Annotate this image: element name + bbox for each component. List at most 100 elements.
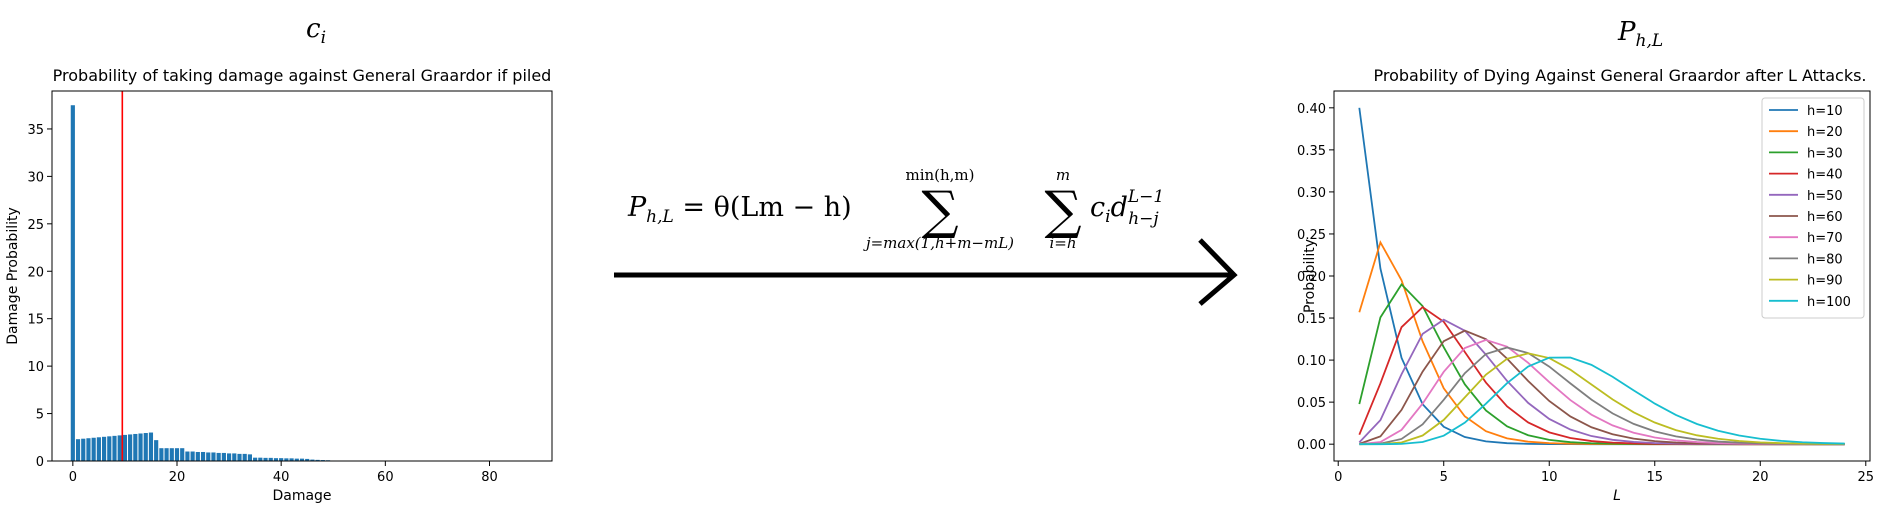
legend-label: h=70 (1807, 231, 1843, 246)
y-tick-label: 0.15 (1297, 312, 1326, 327)
bar (91, 437, 96, 461)
bar (200, 451, 206, 461)
bar (273, 458, 279, 461)
y-tick-label: 5 (36, 408, 44, 423)
bar (159, 448, 164, 461)
y-tick-label: 30 (27, 170, 44, 185)
series-line-h-90 (1359, 352, 1845, 446)
bar (112, 435, 117, 461)
x-tick-label: 15 (1646, 470, 1663, 485)
right-header: Ph,L (1617, 17, 1663, 51)
bar (294, 458, 299, 461)
bar (232, 453, 237, 461)
sum2-lower: i=h (1049, 234, 1076, 252)
y-tick-label: 0.05 (1297, 396, 1326, 411)
bar (242, 453, 247, 461)
legend-label: h=80 (1807, 252, 1843, 267)
y-tick-label: 20 (27, 265, 44, 280)
bar (206, 452, 211, 461)
bar (299, 458, 305, 461)
line-series (1358, 107, 1845, 446)
bar (253, 457, 258, 461)
left-y-label: Damage Probability (5, 207, 21, 345)
right-y-axis: 0.00 0.05 0.10 0.15 0.20 0.25 0.30 0.35 0.40 (1297, 102, 1334, 453)
right-x-label: L (1613, 488, 1621, 504)
bar (169, 448, 174, 461)
bar (180, 448, 185, 461)
sum2-sigma: ∑ (1044, 181, 1081, 241)
y-tick-label: 15 (27, 313, 44, 328)
sum1-upper: min(h,m) (905, 166, 974, 184)
x-tick-label: 80 (481, 470, 498, 485)
left-x-axis: 0 20 40 60 80 (69, 461, 498, 485)
bar-series (70, 105, 331, 461)
series-line-h-80 (1359, 346, 1845, 446)
bar (310, 459, 315, 461)
left-header: ci (306, 14, 326, 48)
x-tick-label: 20 (169, 470, 186, 485)
bar (148, 432, 154, 461)
right-x-axis: 0 5 10 15 20 25 (1334, 461, 1874, 485)
bar (81, 438, 86, 461)
bar (143, 433, 148, 461)
bar (237, 453, 242, 461)
y-tick-label: 10 (27, 360, 44, 375)
legend-label: h=40 (1807, 168, 1843, 183)
y-tick-label: 0.25 (1297, 228, 1326, 243)
legend-label: h=10 (1807, 104, 1843, 119)
left-chart-title: Probability of taking damage against Gen… (53, 66, 552, 85)
bar (133, 433, 138, 461)
bar (247, 454, 252, 461)
bar (268, 457, 273, 461)
y-tick-label: 0.35 (1297, 144, 1326, 159)
y-tick-label: 0.40 (1297, 102, 1326, 117)
legend-label: h=60 (1807, 210, 1843, 225)
bar (315, 459, 320, 461)
bar (75, 439, 81, 461)
left-header-sub: i (321, 28, 326, 48)
y-tick-label: 35 (27, 123, 44, 138)
formula-lhs: Ph,L = θ(Lm − h) (627, 192, 852, 227)
bar (284, 458, 289, 461)
dying-probability-line-chart: Probability of Dying Against General Gra… (1297, 66, 1874, 504)
series-line-h-100 (1359, 356, 1845, 446)
bar (195, 451, 200, 461)
y-tick-label: 25 (27, 218, 44, 233)
legend-label: h=20 (1807, 125, 1843, 140)
legend-label: h=30 (1807, 146, 1843, 161)
formula: Ph,L = θ(Lm − h) min(h,m) ∑ j=max(1,h+m−… (627, 166, 1164, 252)
damage-bar-chart: Probability of taking damage against Gen… (5, 66, 553, 504)
bar (164, 448, 169, 461)
left-x-label: Damage (272, 488, 331, 504)
legend-label: h=50 (1807, 189, 1843, 204)
bar (258, 457, 263, 461)
bar (305, 458, 310, 461)
right-chart-title: Probability of Dying Against General Gra… (1373, 66, 1866, 85)
bar (190, 451, 195, 461)
bar (289, 458, 294, 461)
bar (138, 433, 143, 461)
series-line-h-50 (1358, 318, 1845, 446)
right-header-sub: h,L (1636, 31, 1664, 51)
bar (86, 438, 91, 461)
bar (96, 437, 101, 461)
y-tick-label: 0.10 (1297, 354, 1326, 369)
legend: h=10 h=20 h=30 h=40 h=50 h=60 h=70 h=80 h=90 h=10… (1761, 97, 1865, 319)
sum1-sigma: ∑ (921, 181, 958, 241)
x-tick-label: 40 (273, 470, 290, 485)
x-tick-label: 60 (377, 470, 394, 485)
x-tick-label: 10 (1541, 470, 1558, 485)
bar (128, 434, 133, 461)
y-tick-label: 0.30 (1297, 186, 1326, 201)
bar (122, 434, 127, 461)
bar (211, 452, 216, 461)
right-y-label: Probability (1302, 239, 1318, 313)
bar (185, 451, 190, 461)
x-tick-label: 5 (1440, 470, 1448, 485)
left-y-axis: 0 5 10 15 20 25 30 35 (27, 123, 52, 470)
legend-label: h=100 (1807, 295, 1851, 310)
bar (102, 436, 107, 461)
series-line-h-60 (1359, 329, 1845, 446)
bar (174, 448, 180, 461)
